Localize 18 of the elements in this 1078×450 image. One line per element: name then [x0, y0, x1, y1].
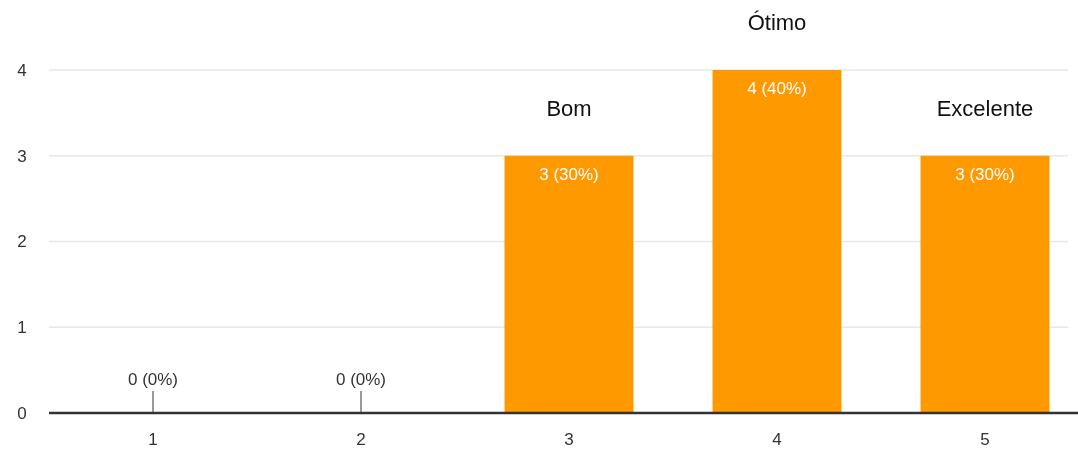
annotation: Ótimo [747, 10, 807, 35]
y-tick-label: 3 [17, 146, 27, 166]
y-tick-label: 1 [17, 318, 27, 338]
y-tick-label: 2 [17, 232, 27, 252]
x-tick-label: 3 [564, 430, 574, 450]
data-label: 3 (30%) [955, 164, 1015, 184]
y-tick-label: 4 [17, 60, 27, 80]
x-tick-label: 1 [148, 430, 158, 450]
y-tick-label: 0 [17, 403, 27, 423]
x-tick-label: 5 [980, 430, 990, 450]
data-label: 0 (0%) [335, 370, 387, 389]
data-label: 3 (30%) [539, 164, 599, 184]
annotation: Excelente [936, 95, 1034, 121]
data-label: 0 (0%) [127, 370, 179, 389]
annotation: Bom [546, 95, 592, 121]
x-tick-label: 2 [356, 430, 366, 450]
data-label: 4 (40%) [747, 79, 807, 98]
x-tick-label: 4 [772, 430, 782, 450]
